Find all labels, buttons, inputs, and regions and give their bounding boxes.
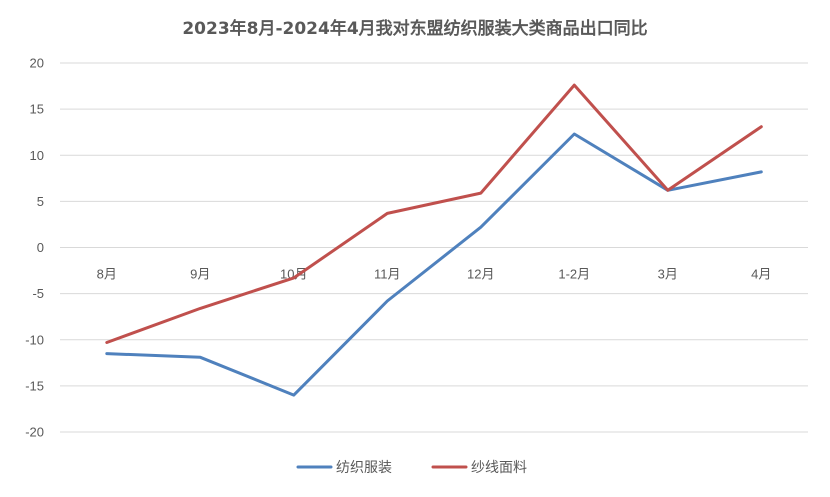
y-tick-label: 5 xyxy=(37,194,44,209)
x-tick-label: 1-2月 xyxy=(558,267,590,282)
y-tick-label: 10 xyxy=(30,148,44,163)
x-tick-label: 4月 xyxy=(751,267,771,282)
x-axis-ticks: 8月 9月 10月 11月 12月 1-2月 3月 4月 xyxy=(97,267,772,282)
y-tick-label: 15 xyxy=(30,102,44,117)
legend: 纺织服装 纱线面料 xyxy=(296,460,527,476)
x-tick-label: 12月 xyxy=(467,267,494,282)
x-tick-label: 11月 xyxy=(374,267,401,282)
series-line-1 xyxy=(105,83,763,344)
x-tick-label: 9月 xyxy=(190,267,210,282)
y-tick-label: 0 xyxy=(37,240,44,255)
y-tick-label: -5 xyxy=(32,286,44,301)
legend-label: 纱线面料 xyxy=(471,460,527,476)
series-lines xyxy=(105,83,763,397)
y-tick-label: -20 xyxy=(25,425,44,440)
gridlines xyxy=(60,62,808,433)
legend-label: 纺织服装 xyxy=(336,460,392,476)
y-tick-label: 20 xyxy=(30,56,44,71)
chart-title: 2023年8月-2024年4月我对东盟纺织服装大类商品出口同比 xyxy=(182,18,647,39)
x-tick-label: 10月 xyxy=(280,267,307,282)
y-tick-label: -15 xyxy=(25,378,44,393)
y-tick-label: -10 xyxy=(25,332,44,347)
y-axis-ticks: 20 15 10 5 0 -5 -10 -15 -20 xyxy=(25,56,44,440)
x-tick-label: 8月 xyxy=(97,267,117,282)
series-line-0 xyxy=(105,132,763,397)
x-tick-label: 3月 xyxy=(658,267,678,282)
